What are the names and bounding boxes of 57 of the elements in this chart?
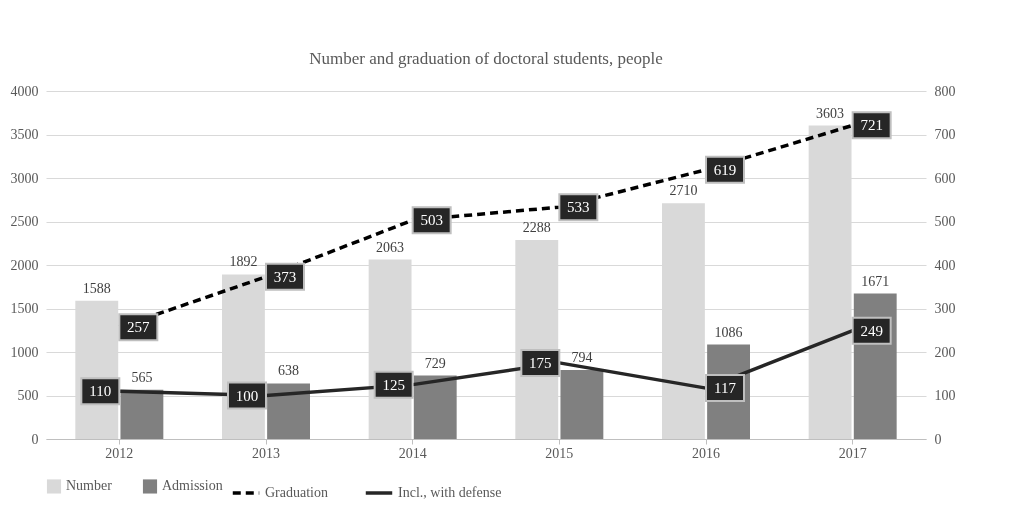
data-label: 638 — [278, 363, 300, 379]
data-label: 1892 — [229, 254, 258, 270]
data-label: 100 — [235, 387, 259, 404]
y-tick-label: 1000 — [10, 344, 39, 360]
y-tick-label: 2500 — [10, 214, 39, 229]
data-label: 2710 — [669, 183, 698, 199]
y2-tick-label: 600 — [934, 170, 956, 186]
y2-tick-label: 0 — [934, 431, 942, 447]
data-label: 533 — [567, 199, 590, 216]
legend-label: Admission — [162, 478, 223, 494]
x-tick-label: 2012 — [105, 445, 134, 461]
data-label: 373 — [273, 268, 297, 285]
data-label: 503 — [420, 212, 443, 229]
y-tick-label: 3500 — [10, 127, 39, 142]
data-label: 729 — [424, 355, 446, 371]
x-tick-label: 2017 — [838, 445, 867, 461]
y2-tick-label: 300 — [934, 301, 956, 316]
data-label: 249 — [860, 322, 883, 339]
x-tick-label: 2016 — [692, 445, 720, 461]
chart-title: Number and graduation of doctoral students, people — [309, 49, 663, 68]
data-label: 257 — [127, 319, 151, 336]
legend-label: Number — [66, 478, 113, 494]
y-tick-label: 500 — [17, 388, 39, 403]
data-label: 110 — [89, 383, 112, 400]
data-label: 1588 — [82, 280, 111, 296]
y2-tick-label: 400 — [934, 257, 956, 273]
legend-label: Graduation — [265, 485, 328, 500]
bar — [267, 383, 310, 439]
data-label: 3603 — [816, 105, 845, 121]
legend-label: Incl., with defense — [398, 485, 502, 500]
x-tick-label: 2015 — [545, 445, 574, 461]
y-tick-label: 4000 — [10, 83, 39, 99]
y2-tick-label: 700 — [934, 127, 956, 142]
y2-tick-label: 500 — [934, 214, 956, 229]
y2-tick-label: 100 — [934, 388, 956, 403]
data-label: 721 — [860, 117, 883, 134]
data-label: 175 — [529, 354, 552, 371]
data-label: 619 — [713, 161, 737, 178]
y-tick-label: 1500 — [10, 301, 39, 316]
data-label: 2063 — [376, 239, 405, 255]
bar — [413, 375, 457, 439]
data-label: 1671 — [861, 273, 890, 289]
bar — [120, 389, 164, 439]
data-label: 1086 — [714, 324, 743, 340]
x-tick-label: 2013 — [252, 445, 280, 461]
data-label: 117 — [714, 380, 737, 397]
data-label: 794 — [571, 349, 593, 365]
x-tick-label: 2014 — [398, 445, 427, 461]
y-tick-label: 2000 — [10, 257, 39, 273]
y2-tick-label: 200 — [934, 344, 956, 360]
data-label: 565 — [131, 369, 153, 385]
data-label: 2288 — [522, 219, 551, 235]
y2-tick-label: 800 — [934, 83, 956, 99]
y-tick-label: 0 — [31, 431, 39, 447]
data-label: 125 — [382, 376, 405, 393]
y-tick-label: 3000 — [10, 170, 39, 186]
bar — [560, 369, 604, 439]
